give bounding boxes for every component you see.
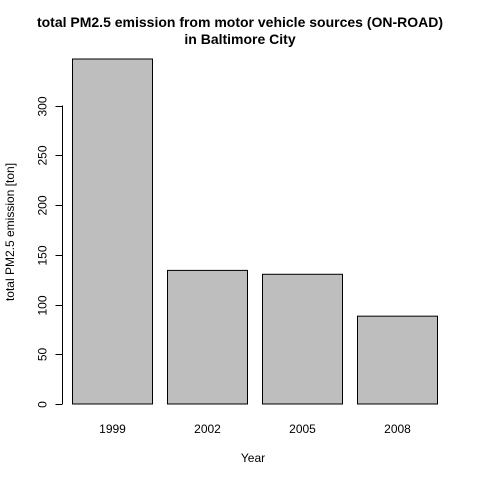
x-tick-labels: 1999 2002 2005 2008: [99, 422, 411, 436]
bar-2008: [357, 315, 438, 405]
x-axis-label: Year: [240, 451, 266, 465]
bar-2002: [167, 269, 248, 405]
y-tick-label: 250: [36, 145, 50, 165]
bar-2005: [262, 273, 343, 405]
x-tick-label: 2002: [194, 422, 221, 436]
x-tick-label: 2008: [384, 422, 411, 436]
bar-1999: [72, 58, 153, 405]
y-tick-label: 200: [36, 195, 50, 215]
chart-title-line-1: total PM2.5 emission from motor vehicle …: [36, 14, 444, 30]
y-axis-label: total PM2.5 emission [ton]: [3, 162, 17, 302]
x-tick-label: 2005: [289, 422, 316, 436]
y-tick-label: 150: [36, 245, 50, 265]
y-tick-label: 100: [36, 295, 50, 315]
y-tick-label: 300: [36, 96, 50, 116]
y-tick-label: 50: [36, 348, 50, 362]
y-tick-label: 0: [36, 401, 50, 408]
bars-group: [72, 58, 438, 405]
x-tick-label: 1999: [99, 422, 126, 436]
chart-title-line-2: in Baltimore City: [184, 31, 296, 47]
y-axis: 0 50 100 150 200 250 300: [36, 96, 63, 408]
